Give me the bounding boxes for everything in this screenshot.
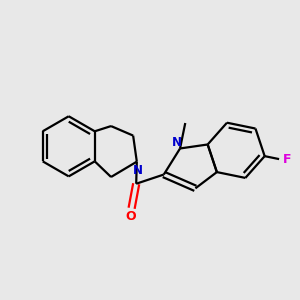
Text: F: F — [283, 153, 291, 166]
Text: N: N — [172, 136, 182, 149]
Text: N: N — [133, 164, 143, 177]
Text: O: O — [125, 210, 136, 224]
